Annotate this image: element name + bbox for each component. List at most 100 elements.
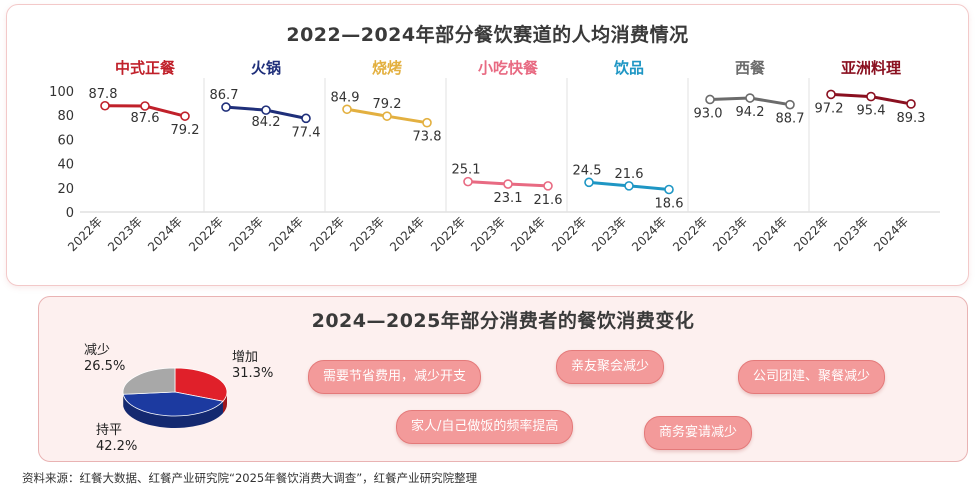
pie-label-decrease: 减少 26.5%: [84, 343, 125, 375]
data-point: [422, 117, 432, 128]
data-point: [624, 181, 634, 191]
x-tick-label: 2023年: [710, 214, 750, 254]
series-name: 小吃快餐: [478, 59, 539, 77]
y-tick-label: 60: [57, 133, 74, 148]
pie-label-decrease-value: 26.5%: [84, 359, 126, 374]
pie-slice: [174, 367, 228, 402]
data-label: 88.7: [776, 112, 805, 127]
x-tick-label: 2023年: [468, 214, 508, 254]
source-note: 资料来源：红餐大数据、红餐产业研究院“2025年餐饮消费大调查”，红餐产业研究院…: [22, 471, 478, 485]
series-5: 93.0 94.2 88.7: [694, 93, 805, 127]
data-label: 84.9: [331, 90, 360, 105]
bubble-fewer-gatherings: 亲友聚会减少: [556, 350, 665, 384]
pie-label-decrease-name: 减少: [84, 343, 111, 358]
series-name: 中式正餐: [115, 59, 176, 77]
bubble-fewer-team-dinners: 公司团建、聚餐减少: [738, 360, 886, 394]
x-tick-label: 2023年: [226, 214, 266, 254]
bottom-title: 2024—2025年部分消费者的餐饮消费变化: [311, 310, 695, 332]
data-point: [705, 94, 715, 105]
pie-side: [123, 394, 223, 428]
data-label: 73.8: [413, 130, 442, 145]
data-label: 21.6: [534, 193, 563, 208]
x-tick-label: 2024年: [145, 214, 185, 254]
data-point: [664, 184, 674, 195]
y-tick-label: 80: [57, 109, 74, 124]
series-3: 25.1 23.1 21.6: [452, 163, 563, 208]
data-point: [342, 104, 352, 115]
data-point: [463, 176, 473, 187]
data-label: 95.4: [857, 104, 886, 119]
x-tick-label: 2022年: [791, 214, 831, 254]
data-label: 79.2: [171, 123, 200, 138]
data-point: [906, 99, 916, 109]
data-point: [261, 105, 271, 115]
x-tick-label: 2024年: [266, 214, 306, 254]
bubble-more-home-cooking: 家人/自己做饭的频率提高: [396, 410, 574, 444]
series-2: 84.9 79.2 73.8: [331, 90, 442, 144]
x-tick-label: 2022年: [670, 214, 710, 254]
x-tick-label: 2023年: [105, 214, 145, 254]
x-tick-label: 2024年: [871, 214, 911, 254]
data-point: [866, 91, 876, 102]
x-tick-label: 2022年: [549, 214, 589, 254]
data-point: [745, 93, 755, 103]
series-name: 饮品: [613, 59, 644, 77]
pie-label-flat-value: 42.2%: [96, 439, 138, 454]
x-tick-label: 2024年: [508, 214, 548, 254]
x-tick-label: 2023年: [589, 214, 629, 254]
data-point: [584, 177, 594, 188]
series-4: 24.5 21.6 18.6: [573, 163, 684, 211]
x-tick-label: 2024年: [629, 214, 669, 254]
data-label: 79.2: [373, 97, 402, 112]
series-0: 87.8 87.6 79.2: [89, 87, 200, 138]
data-label: 24.5: [573, 163, 602, 178]
data-point: [301, 113, 311, 124]
y-tick-label: 0: [66, 206, 74, 221]
data-point: [503, 179, 513, 189]
data-point: [140, 101, 150, 111]
data-point: [543, 181, 553, 191]
pie-label-increase: 增加 31.3%: [232, 350, 273, 382]
data-label: 77.4: [292, 125, 321, 140]
x-tick-label: 2023年: [347, 214, 387, 254]
data-point: [826, 89, 836, 100]
series-1: 86.7 84.2 77.4: [210, 88, 321, 140]
data-label: 23.1: [494, 191, 523, 206]
data-label: 94.2: [736, 105, 765, 120]
data-point: [180, 111, 190, 121]
data-label: 89.3: [897, 111, 926, 126]
data-label: 87.8: [89, 87, 118, 102]
data-point: [785, 99, 795, 110]
series-6: 97.2 95.4 89.3: [815, 89, 926, 126]
pie-slice: [122, 367, 176, 395]
y-tick-label: 20: [57, 182, 74, 197]
bubble-save-money: 需要节省费用，减少开支: [308, 360, 482, 394]
top-chart-title: 2022—2024年部分餐饮赛道的人均消费情况: [286, 24, 689, 46]
x-tick-label: 2022年: [186, 214, 226, 254]
pie-label-increase-name: 增加: [232, 350, 259, 365]
data-point: [382, 111, 392, 121]
data-label: 25.1: [452, 163, 481, 178]
data-label: 93.0: [694, 106, 723, 121]
data-label: 86.7: [210, 88, 239, 103]
data-label: 87.6: [131, 111, 160, 126]
x-tick-label: 2024年: [750, 214, 790, 254]
data-label: 18.6: [655, 196, 684, 211]
data-label: 21.6: [615, 167, 644, 182]
bubble-fewer-business-banquets: 商务宴请减少: [644, 416, 753, 450]
y-tick-label: 100: [49, 85, 74, 100]
pie-label-flat-name: 持平: [96, 423, 123, 438]
x-tick-label: 2022年: [307, 214, 347, 254]
pie-label-flat: 持平 42.2%: [96, 423, 137, 455]
series-name: 火锅: [251, 59, 281, 77]
data-point: [221, 102, 231, 112]
pie-slice: [122, 391, 224, 417]
data-label: 97.2: [815, 101, 844, 116]
series-name: 亚洲料理: [841, 59, 901, 77]
data-point: [100, 100, 110, 111]
pie-chart: [122, 367, 228, 428]
x-tick-label: 2024年: [387, 214, 427, 254]
pie-label-increase-value: 31.3%: [232, 366, 274, 381]
series-name: 西餐: [735, 59, 766, 77]
